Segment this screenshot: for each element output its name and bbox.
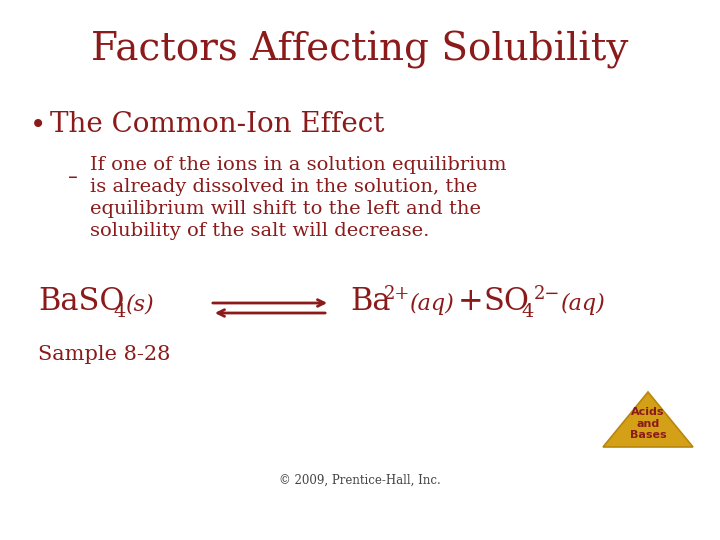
Text: Factors Affecting Solubility: Factors Affecting Solubility — [91, 31, 629, 69]
Text: 4: 4 — [521, 303, 534, 321]
Text: (aq): (aq) — [410, 293, 455, 315]
Text: –: – — [68, 168, 78, 187]
Text: The Common-Ion Effect: The Common-Ion Effect — [50, 111, 384, 138]
Text: (s): (s) — [126, 293, 155, 315]
Text: equilibrium will shift to the left and the: equilibrium will shift to the left and t… — [90, 200, 481, 218]
Text: solubility of the salt will decrease.: solubility of the salt will decrease. — [90, 222, 429, 240]
Text: 4: 4 — [113, 303, 125, 321]
Polygon shape — [603, 392, 693, 447]
Text: Acids
and
Bases: Acids and Bases — [630, 407, 666, 441]
Text: Sample 8-28: Sample 8-28 — [38, 346, 171, 365]
Text: If one of the ions in a solution equilibrium: If one of the ions in a solution equilib… — [90, 156, 506, 174]
Text: 2+: 2+ — [384, 285, 410, 303]
Text: © 2009, Prentice-Hall, Inc.: © 2009, Prentice-Hall, Inc. — [279, 474, 441, 487]
Text: (aq): (aq) — [561, 293, 606, 315]
Text: Ba: Ba — [350, 286, 390, 317]
Text: BaSO: BaSO — [38, 286, 125, 317]
Text: is already dissolved in the solution, the: is already dissolved in the solution, th… — [90, 178, 477, 196]
Text: 2−: 2− — [534, 285, 560, 303]
Text: +: + — [458, 286, 484, 317]
Text: SO: SO — [483, 286, 529, 317]
Text: •: • — [30, 111, 46, 139]
